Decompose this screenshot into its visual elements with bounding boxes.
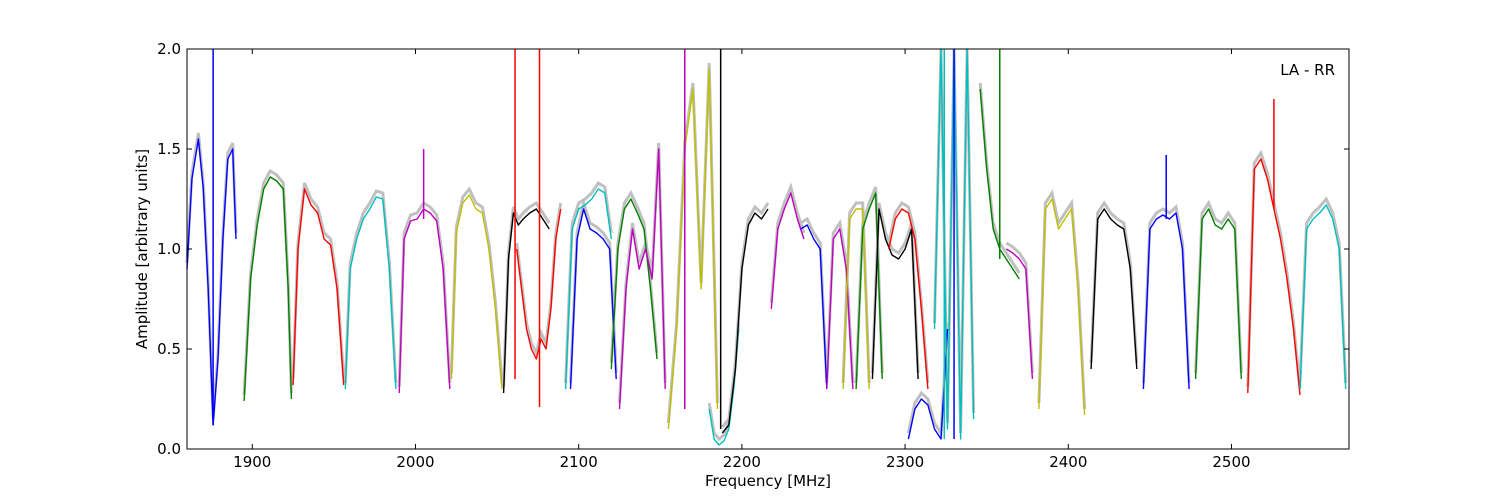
series-line-1 — [243, 176, 293, 402]
y-tick-label: 1.5 — [157, 140, 181, 158]
channel-annotation: LA - RR — [1280, 61, 1335, 79]
series-line-2 — [292, 188, 345, 386]
envelope-line-10 — [609, 189, 659, 364]
series-line-21 — [888, 208, 929, 390]
y-axis-label: Amplitude [arbitrary units] — [133, 149, 151, 349]
x-tick-label: 2000 — [396, 453, 434, 471]
envelope-line-26 — [1037, 189, 1087, 410]
series-line-16 — [800, 224, 828, 390]
envelope-line-20 — [870, 202, 920, 374]
x-tick-label: 2300 — [886, 453, 924, 471]
series-line-3 — [344, 196, 397, 390]
envelope-line-3 — [343, 189, 398, 384]
series-line-27 — [1090, 208, 1138, 370]
plot-frame — [186, 48, 1350, 450]
series-line-9 — [569, 208, 617, 390]
series-line-14 — [721, 208, 769, 434]
x-tick-label: 1900 — [233, 453, 271, 471]
y-tick-label: 2.0 — [157, 40, 181, 58]
x-tick-label: 2100 — [560, 453, 598, 471]
series-line-6 — [502, 208, 550, 394]
gray-envelope-layer — [185, 48, 1348, 442]
ticks-layer: 1900 2000 2100 2200 2300 2400 2500 0.0 0.5 1.0 1.5… — [157, 40, 1349, 471]
series-line-22 — [907, 328, 949, 440]
y-tick-label: 0.0 — [157, 440, 181, 458]
series-line-20 — [871, 208, 919, 380]
series-line-25 — [1005, 248, 1034, 380]
series-line-18 — [842, 208, 870, 390]
envelope-line-9 — [569, 197, 618, 384]
y-tick-label: 1.0 — [157, 240, 181, 258]
envelope-line-14 — [721, 202, 770, 428]
series-line-10 — [610, 198, 658, 370]
envelope-line-8 — [564, 180, 613, 384]
series-line-4 — [398, 208, 451, 394]
envelope-line-27 — [1089, 200, 1139, 364]
series-line-0 — [186, 138, 237, 426]
series-line-8 — [564, 188, 612, 390]
series-line-7 — [516, 208, 562, 360]
series-line-5 — [450, 194, 503, 390]
series-line-26 — [1038, 198, 1086, 416]
series-line-29 — [1194, 208, 1242, 380]
x-tick-label: 2500 — [1212, 453, 1250, 471]
envelope-line-11 — [618, 142, 667, 404]
x-tick-label: 2200 — [723, 453, 761, 471]
series-line-12 — [667, 68, 719, 430]
series-line-11 — [618, 148, 666, 410]
series-line-15 — [770, 192, 805, 310]
y-tick-label: 0.5 — [157, 340, 181, 358]
envelope-line-7 — [515, 202, 563, 358]
envelope-line-31 — [1298, 196, 1348, 384]
series-line-31 — [1299, 204, 1347, 390]
series-layer — [186, 48, 1347, 446]
x-tick-label: 2400 — [1049, 453, 1087, 471]
envelope-line-29 — [1194, 199, 1243, 374]
envelope-line-6 — [502, 200, 551, 388]
series-line-17 — [826, 228, 854, 390]
x-axis-label: Frequency [MHz] — [705, 472, 831, 490]
